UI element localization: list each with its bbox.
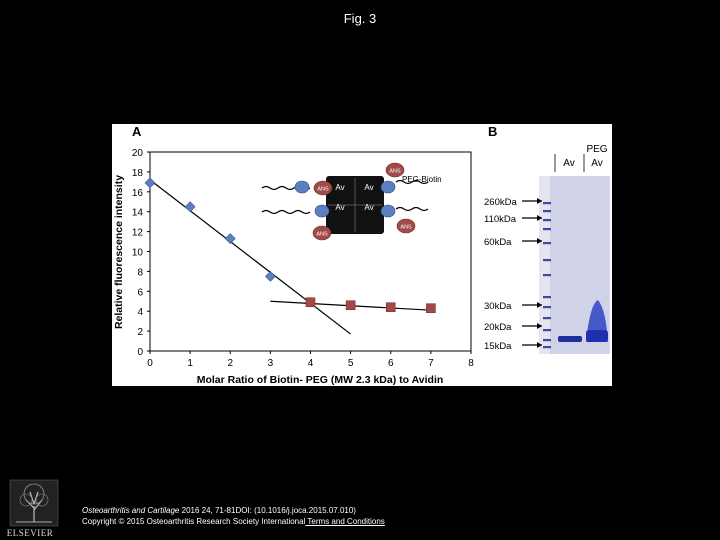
x-axis-label: Molar Ratio of Biotin- PEG (MW 2.3 kDa) …: [197, 374, 444, 386]
ans-label: ANS: [316, 232, 328, 238]
data-point-diamond: [184, 201, 196, 213]
ladder-band: [543, 210, 551, 213]
ans-label: ANS: [317, 187, 329, 193]
y-tick-label: 4: [137, 307, 143, 318]
ladder-band: [543, 317, 551, 320]
y-tick-label: 10: [132, 248, 144, 259]
ladder-band: [543, 259, 551, 262]
peg-chain-right-top: [395, 179, 429, 185]
y-tick-label: 6: [137, 287, 143, 298]
avidin-subunit-label: Av: [364, 203, 373, 212]
ladder-band: [543, 274, 551, 277]
y-tick-label: 14: [132, 208, 144, 219]
ans-dye-marker: [396, 218, 416, 234]
biotin-ball: [314, 204, 330, 218]
copyright-text: Copyright © 2015 Osteoarthritis Research…: [82, 517, 306, 526]
x-tick-label: 2: [227, 358, 233, 369]
ladder-band: [543, 339, 551, 342]
panel-a-label: A: [132, 124, 142, 139]
gel-marker-arrow-head: [537, 323, 542, 329]
citation-line: Osteoarthritis and Cartilage 2016 24, 71…: [82, 505, 385, 516]
ans-label: ANS: [400, 225, 412, 231]
copyright-line: Copyright © 2015 Osteoarthritis Research…: [82, 516, 385, 527]
gel-marker-arrow-head: [537, 215, 542, 221]
elsevier-wordmark: ELSEVIER: [6, 528, 54, 538]
data-point-diamond: [264, 270, 276, 282]
ans-dye-marker: [313, 180, 333, 196]
x-tick-label: 1: [187, 358, 193, 369]
avidin-subunit-label: Av: [335, 203, 344, 212]
gel-marker-arrow-head: [537, 342, 542, 348]
x-tick-label: 7: [428, 358, 434, 369]
data-point-square: [385, 302, 396, 313]
x-tick-label: 5: [348, 358, 354, 369]
biotin-ball: [380, 180, 396, 194]
page-title: Fig. 3: [343, 11, 377, 26]
ladder-band: [543, 346, 551, 349]
gel-marker-label: 20kDa: [484, 322, 512, 333]
ladder-band: [543, 228, 551, 231]
gel-marker-label: 30kDa: [484, 301, 512, 312]
figure-panel: A B 0 2 4 6 8 10 12 14 16 18 20 0 1 2 3 4 5 6 7 8 Molar Ratio …: [112, 124, 612, 386]
gel-lane-av: Av: [563, 158, 575, 169]
gel-marker-arrow-head: [537, 302, 542, 308]
peg-chain-left-bottom: [261, 209, 311, 215]
peg-biotin-label: PEG-Biotin: [402, 175, 442, 184]
ladder-band: [543, 219, 551, 222]
ladder-band: [543, 296, 551, 299]
data-point-square: [305, 297, 316, 308]
gel-lane-peg-av: Av: [591, 158, 603, 169]
ladder-band: [543, 202, 551, 205]
x-tick-label: 8: [468, 358, 474, 369]
av-lane-band: [558, 336, 582, 342]
citation-journal: Osteoarthritis and Cartilage: [82, 506, 180, 515]
biotin-ball: [380, 204, 396, 218]
panel-b-label: B: [488, 124, 497, 139]
gel-marker-arrow-head: [537, 198, 542, 204]
avidin-subunit-label: Av: [335, 183, 344, 192]
ladder-band: [543, 242, 551, 245]
y-axis-label: Relative fluorescence intensity: [113, 175, 125, 329]
x-tick-label: 4: [308, 358, 314, 369]
avidin-subunit-label: Av: [364, 183, 373, 192]
ans-label: ANS: [389, 169, 401, 175]
ladder-band: [543, 329, 551, 332]
y-tick-label: 16: [132, 188, 144, 199]
data-point-square: [426, 303, 436, 314]
peg-av-lane-band: [586, 330, 608, 342]
y-tick-label: 20: [132, 148, 144, 159]
y-tick-label: 12: [132, 228, 144, 239]
citation-details: 2016 24, 71-81DOI: (10.1016/j.joca.2015.…: [179, 506, 356, 515]
ans-dye-marker: [312, 225, 332, 241]
gel-marker-label: 260kDa: [484, 197, 517, 208]
y-tick-label: 8: [137, 267, 143, 278]
data-point-diamond: [224, 233, 236, 244]
gel-marker-arrow-head: [537, 238, 542, 244]
x-tick-label: 3: [268, 358, 274, 369]
citation-footer: Osteoarthritis and Cartilage 2016 24, 71…: [82, 505, 385, 527]
data-point-diamond: [144, 177, 156, 189]
ladder-band: [543, 306, 551, 309]
ans-dye-marker: [385, 162, 405, 178]
x-tick-label: 0: [147, 358, 153, 369]
biotin-ball: [294, 180, 310, 194]
y-tick-label: 18: [132, 168, 144, 179]
terms-link[interactable]: Terms and Conditions: [305, 517, 385, 526]
trend-line: [149, 179, 351, 335]
gel-marker-label: 110kDa: [484, 214, 517, 225]
y-tick-label: 2: [137, 327, 143, 338]
elsevier-tree-logo: [9, 479, 59, 527]
gel-marker-label: 60kDa: [484, 237, 512, 248]
peg-chain-right-bottom: [395, 206, 429, 212]
data-point-square: [345, 300, 356, 311]
gel-marker-label: 15kDa: [484, 341, 512, 352]
x-tick-label: 6: [388, 358, 394, 369]
y-tick-label: 0: [137, 347, 143, 358]
gel-lane-header-peg: PEG: [586, 144, 607, 155]
